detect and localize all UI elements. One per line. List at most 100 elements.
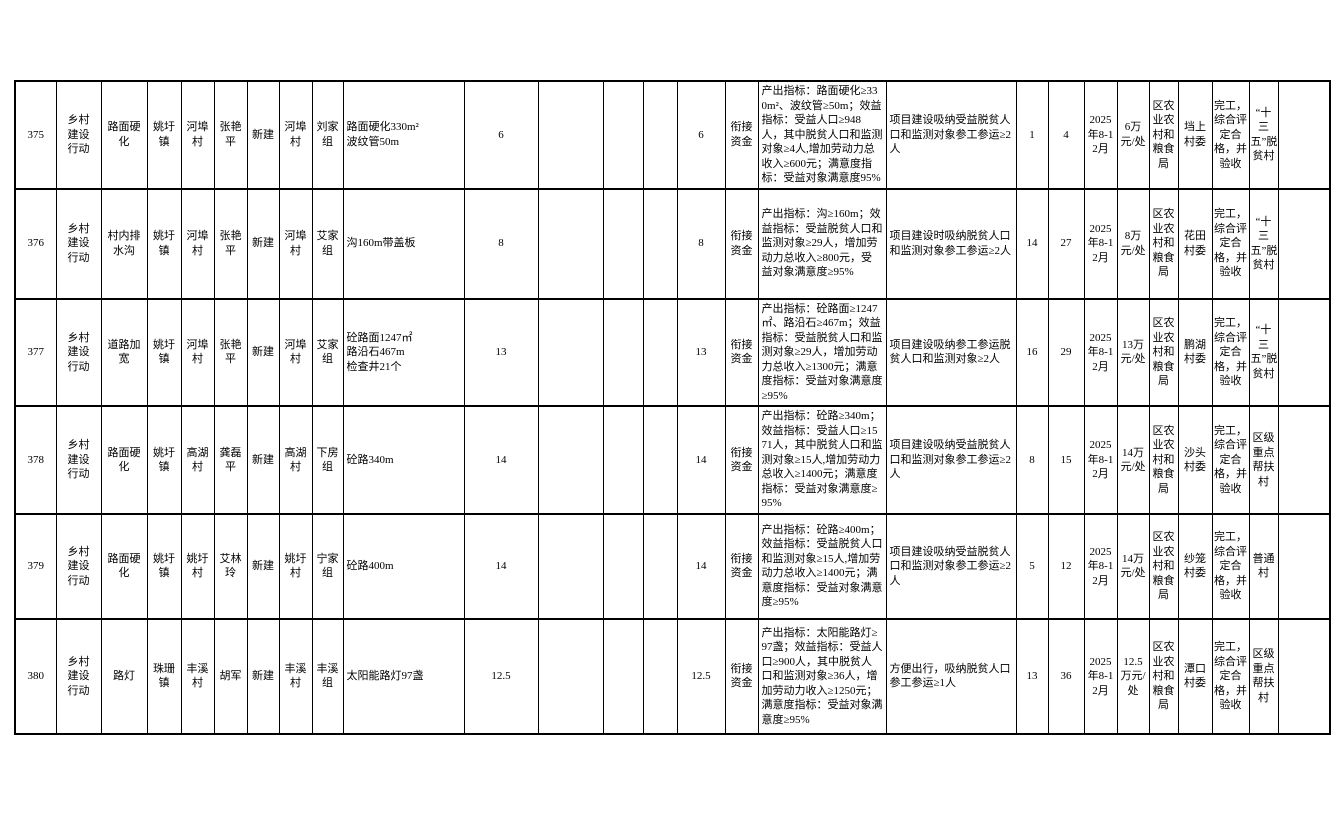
table-cell: 13万元/处	[1116, 297, 1150, 408]
table-cell: 6万元/处	[1116, 80, 1150, 190]
table-cell: 产出指标：砼路≥400m；效益指标：受益脱贫人口和监测对象≥15人,增加劳动力总…	[757, 512, 887, 620]
table-cell: 河埠村	[180, 187, 215, 300]
table-row: 380 乡村建设行动 路灯 珠珊镇 丰溪村 胡军 新建 丰溪村 丰溪组 太阳能路灯97盏 12.5 1…	[14, 617, 1331, 735]
table-cell: 项目建设吸纳受益脱贫人口和监测对象参工参运≥2人	[885, 80, 1017, 190]
table-row: 379 乡村建设行动 路面硬化 姚圩镇 姚圩村 艾林玲 新建 姚圩村 宁家组 砼路400m 14 14…	[14, 512, 1331, 620]
table-cell: 砼路面1247㎡ 路沿石467m 检查井21个	[342, 297, 465, 408]
table-cell: 乡村建设行动	[55, 512, 102, 620]
table-cell: 高湖村	[278, 405, 313, 515]
table-cell	[537, 297, 604, 408]
table-cell: 区农业农村和粮食局	[1148, 187, 1179, 300]
table-cell: 16	[1015, 297, 1049, 408]
table-cell: 项目建设吸纳受益脱贫人口和监测对象参工参运≥2人	[885, 512, 1017, 620]
table-cell: 河埠村	[278, 80, 313, 190]
table-cell	[537, 512, 604, 620]
table-cell: 区农业农村和粮食局	[1148, 405, 1179, 515]
table-cell: 乡村建设行动	[55, 405, 102, 515]
table-cell: 路面硬化330m² 波纹管50m	[342, 80, 465, 190]
row-number-cell: 375	[14, 80, 57, 190]
table-cell	[1277, 512, 1331, 620]
table-cell: 艾家组	[311, 297, 344, 408]
table-cell: 路面硬化	[100, 512, 148, 620]
table-cell: 河埠村	[278, 187, 313, 300]
table-cell	[1277, 297, 1331, 408]
table-cell: 高湖村	[180, 405, 215, 515]
table-cell: 潭口村委	[1177, 617, 1213, 735]
table-cell: 区农业农村和粮食局	[1148, 80, 1179, 190]
table-cell	[602, 80, 644, 190]
table-cell: 普通村	[1248, 512, 1279, 620]
table-cell: 纱笼村委	[1177, 512, 1213, 620]
table-cell	[642, 617, 678, 735]
table-cell: 区级重点帮扶村	[1248, 405, 1279, 515]
table-cell: 路面硬化	[100, 405, 148, 515]
table-cell	[602, 512, 644, 620]
table-cell: 姚圩镇	[146, 512, 182, 620]
table-cell: 产出指标：砼路≥340m；效益指标：受益人口≥1571人，其中脱贫人口和监测对象…	[757, 405, 887, 515]
table-cell: 刘家组	[311, 80, 344, 190]
table-row: 376 乡村建设行动 村内排水沟 姚圩镇 河埠村 张艳平 新建 河埠村 艾家组 沟160m带盖板 8…	[14, 187, 1331, 300]
table-cell: 张艳平	[213, 297, 248, 408]
table-cell	[602, 617, 644, 735]
project-table: 375 乡村建设行动 路面硬化 姚圩镇 河埠村 张艳平 新建 河埠村 刘家组 路面硬化330m² …	[14, 80, 1331, 735]
table-cell: 丰溪村	[278, 617, 313, 735]
table-cell: 胡军	[213, 617, 248, 735]
table-cell: 6	[676, 80, 726, 190]
table-cell: 完工，综合评定合格，并验收	[1211, 512, 1250, 620]
table-cell	[1277, 405, 1331, 515]
table-cell	[537, 405, 604, 515]
table-cell: 方便出行，吸纳脱贫人口参工参运≥1人	[885, 617, 1017, 735]
table-cell: 完工，综合评定合格，并验收	[1211, 187, 1250, 300]
table-cell: 2025年8-12月	[1083, 187, 1118, 300]
table-cell: 27	[1047, 187, 1085, 300]
table-cell	[642, 80, 678, 190]
table-cell: 下房组	[311, 405, 344, 515]
table-cell: 龚磊平	[213, 405, 248, 515]
table-cell: 乡村建设行动	[55, 297, 102, 408]
table-cell	[537, 187, 604, 300]
table-cell: 5	[1015, 512, 1049, 620]
table-cell: 乡村建设行动	[55, 187, 102, 300]
table-cell: 区农业农村和粮食局	[1148, 512, 1179, 620]
table-cell: 产出指标：太阳能路灯≥97盏；效益指标：受益人口≥900人，其中脱贫人口和监测对…	[757, 617, 887, 735]
table-cell: 14万元/处	[1116, 405, 1150, 515]
table-cell: 艾林玲	[213, 512, 248, 620]
table-cell: 乡村建设行动	[55, 617, 102, 735]
row-number-cell: 380	[14, 617, 57, 735]
table-cell: 6	[463, 80, 539, 190]
row-number-cell: 377	[14, 297, 57, 408]
table-cell: 4	[1047, 80, 1085, 190]
table-cell: 新建	[246, 512, 280, 620]
table-cell: 完工，综合评定合格，并验收	[1211, 297, 1250, 408]
table-cell: 新建	[246, 80, 280, 190]
table-cell: 区农业农村和粮食局	[1148, 297, 1179, 408]
table-cell: 2025年8-12月	[1083, 512, 1118, 620]
table-cell: 项目建设吸纳参工参运脱贫人口和监测对象≥2人	[885, 297, 1017, 408]
table-cell: 张艳平	[213, 80, 248, 190]
table-cell: 新建	[246, 297, 280, 408]
table-cell: 14	[676, 405, 726, 515]
table-cell: 1	[1015, 80, 1049, 190]
table-cell: 张艳平	[213, 187, 248, 300]
table-cell	[1277, 80, 1331, 190]
table-cell: “十三五”脱贫村	[1248, 187, 1279, 300]
table-cell: 姚圩镇	[146, 187, 182, 300]
table-cell: 12	[1047, 512, 1085, 620]
table-cell: 珠珊镇	[146, 617, 182, 735]
table-cell: 砼路400m	[342, 512, 465, 620]
table-cell: 砼路340m	[342, 405, 465, 515]
table-cell: 衔接资金	[724, 405, 759, 515]
table-cell: 12.5万元/处	[1116, 617, 1150, 735]
table-cell	[602, 187, 644, 300]
table-cell: 13	[1015, 617, 1049, 735]
table-cell: 姚圩镇	[146, 405, 182, 515]
table-cell: 29	[1047, 297, 1085, 408]
table-cell: “十三五”脱贫村	[1248, 297, 1279, 408]
table-cell: 姚圩村	[278, 512, 313, 620]
table-cell: 河埠村	[180, 297, 215, 408]
table-cell: 12.5	[676, 617, 726, 735]
table-cell	[537, 617, 604, 735]
table-cell: 鹏湖村委	[1177, 297, 1213, 408]
table-cell: 丰溪组	[311, 617, 344, 735]
